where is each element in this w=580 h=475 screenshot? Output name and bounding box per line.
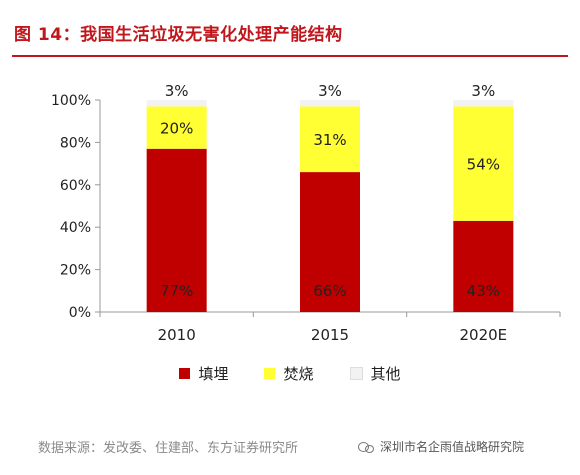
data-label: 66% (313, 282, 346, 300)
x-tick-label: 2015 (311, 326, 349, 344)
bar-segment (453, 106, 514, 221)
data-label: 77% (160, 282, 193, 300)
wechat-icon (358, 441, 374, 453)
data-label: 31% (313, 131, 346, 149)
legend-item-incineration: 焚烧 (264, 363, 314, 384)
bar-segment (300, 106, 360, 173)
watermark-text: 深圳市名企雨值战略研究院 (380, 440, 525, 454)
data-label: 43% (467, 282, 500, 300)
watermark: 深圳市名企雨值战略研究院 (358, 438, 524, 455)
x-tick-label: 2010 (158, 326, 196, 344)
y-tick-label: 20% (60, 263, 91, 279)
legend-item-landfill: 填埋 (179, 363, 228, 384)
legend-label-other: 其他 (370, 365, 401, 383)
bar-segment (146, 100, 207, 107)
bar-segment (300, 172, 360, 312)
data-label: 3% (318, 82, 342, 100)
y-tick-label: 40% (60, 220, 91, 236)
legend-label-incineration: 焚烧 (283, 365, 314, 383)
x-tick-label: 2020E (460, 326, 508, 344)
data-label: 3% (165, 82, 189, 100)
source-note: 数据来源：发改委、住建部、东方证券研究所 (38, 441, 299, 456)
legend-swatch-other (349, 367, 363, 380)
legend-swatch-incineration (264, 368, 276, 379)
bar-segment (453, 220, 514, 312)
chart-title: 图 14：我国生活垃圾无害化处理产能结构 (14, 25, 343, 45)
bar-segment (146, 106, 207, 149)
data-label: 54% (467, 156, 500, 174)
legend-item-other: 其他 (349, 363, 401, 384)
legend-label-landfill: 填埋 (198, 365, 229, 383)
y-tick-label: 100% (51, 93, 91, 109)
data-label: 20% (160, 120, 193, 138)
title-divider (12, 55, 568, 57)
stacked-bar-chart: 0% 20% 40% 60% 80% 100% 77% 20% 3% 2010 66% 31% 3% 20… (51, 82, 561, 344)
y-tick-label: 60% (60, 178, 91, 194)
legend-swatch-landfill (179, 368, 191, 379)
bar-segment (146, 148, 207, 312)
data-label: 3% (471, 82, 495, 100)
bar-segment (453, 100, 514, 107)
chart-legend: 填埋 焚烧 其他 (0, 363, 580, 384)
y-tick-label: 80% (60, 135, 91, 151)
y-tick-label: 0% (69, 305, 91, 321)
bar-segment (300, 100, 360, 107)
